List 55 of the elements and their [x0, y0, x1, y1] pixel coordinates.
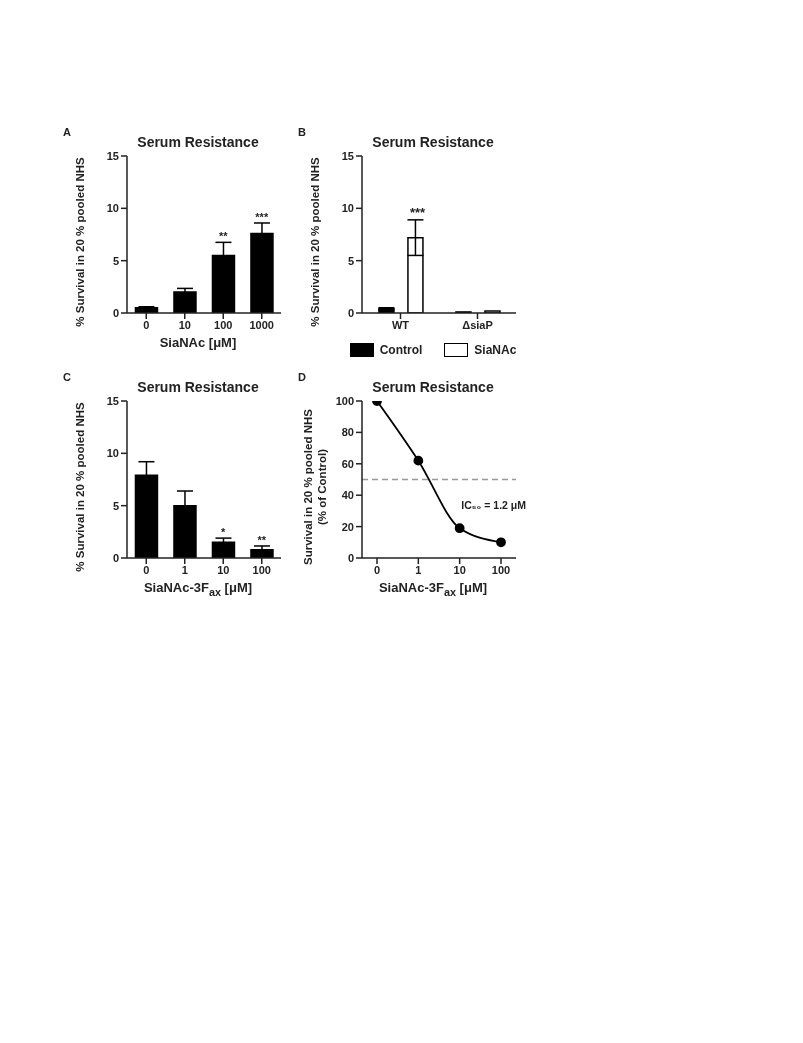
y-tick-label: 5	[112, 254, 119, 267]
chart-title: Serum Resistance	[371, 378, 495, 395]
y-tick-label: 15	[106, 149, 119, 162]
y-tick-label: 0	[112, 551, 119, 564]
text: C	[63, 371, 71, 383]
y-tick-label: 10	[106, 202, 119, 215]
y-axis-title: % Survival in 20 % pooled NHS	[73, 402, 87, 572]
y-tick-label: 10	[106, 447, 119, 460]
x-tick-label: WT	[391, 318, 410, 331]
chart-title: Serum Resistance	[136, 378, 260, 395]
y-tick-label: 10	[341, 202, 354, 215]
y-axis-title: % Survival in 20 % pooled NHS	[73, 157, 87, 327]
y-tick-label: 0	[347, 306, 354, 319]
legend-label: Control	[378, 343, 423, 357]
text: D	[298, 371, 306, 383]
x-tick-label: 100	[214, 318, 233, 331]
x-tick-label: 0	[143, 563, 150, 576]
y-tick-label: 15	[106, 394, 119, 407]
x-tick-label: 1	[181, 563, 188, 576]
annotation: **	[257, 533, 267, 546]
x-tick-label: 100	[491, 563, 511, 576]
chart-title: Serum Resistance	[136, 133, 260, 150]
y-tick-label: 40	[341, 489, 354, 502]
x-tick-label: 100	[252, 563, 271, 576]
y-tick-label: 0	[112, 306, 119, 319]
x-tick-label: 1	[415, 563, 422, 576]
annotation: **	[218, 230, 229, 243]
y-tick-label: 15	[341, 149, 354, 162]
x-tick-label: 10	[178, 318, 191, 331]
y-tick-label: 0	[347, 551, 354, 564]
annotation: ***	[409, 205, 427, 221]
y-tick-label: 5	[347, 254, 354, 267]
y-tick-label: 100	[335, 394, 354, 407]
x-axis-title: SiaNAc-3F$_{ax}$ [μM]	[142, 580, 254, 598]
y-tick-label: 20	[341, 520, 354, 533]
legend-label: SiaNAc	[473, 343, 517, 357]
annotation: *	[221, 526, 227, 539]
y-axis-title: Survival in 20 % pooled NHS (% of Control)	[301, 409, 329, 565]
x-tick-label: ΔsiaP	[462, 318, 493, 331]
x-tick-label: 0	[143, 318, 150, 331]
x-tick-label: 10	[217, 563, 230, 576]
x-axis-title: SiaNAc-3F$_{ax}$ [μM]	[377, 580, 489, 598]
y-tick-label: 60	[341, 457, 354, 470]
x-axis-title: SiaNAc [μM]	[158, 335, 238, 350]
x-tick-label: 1000	[249, 318, 274, 331]
y-tick-label: 5	[112, 499, 119, 512]
annotation: ***	[255, 210, 269, 223]
x-tick-label: 10	[453, 563, 466, 576]
y-axis-title: % Survival in 20 % pooled NHS	[308, 157, 322, 327]
annotation: IC₅₀ = 1.2 μM	[461, 499, 526, 511]
text: A	[63, 126, 71, 138]
text: B	[298, 126, 306, 138]
chart-title: Serum Resistance	[371, 133, 495, 150]
x-tick-label: 0	[373, 563, 381, 576]
y-tick-label: 80	[341, 426, 354, 439]
